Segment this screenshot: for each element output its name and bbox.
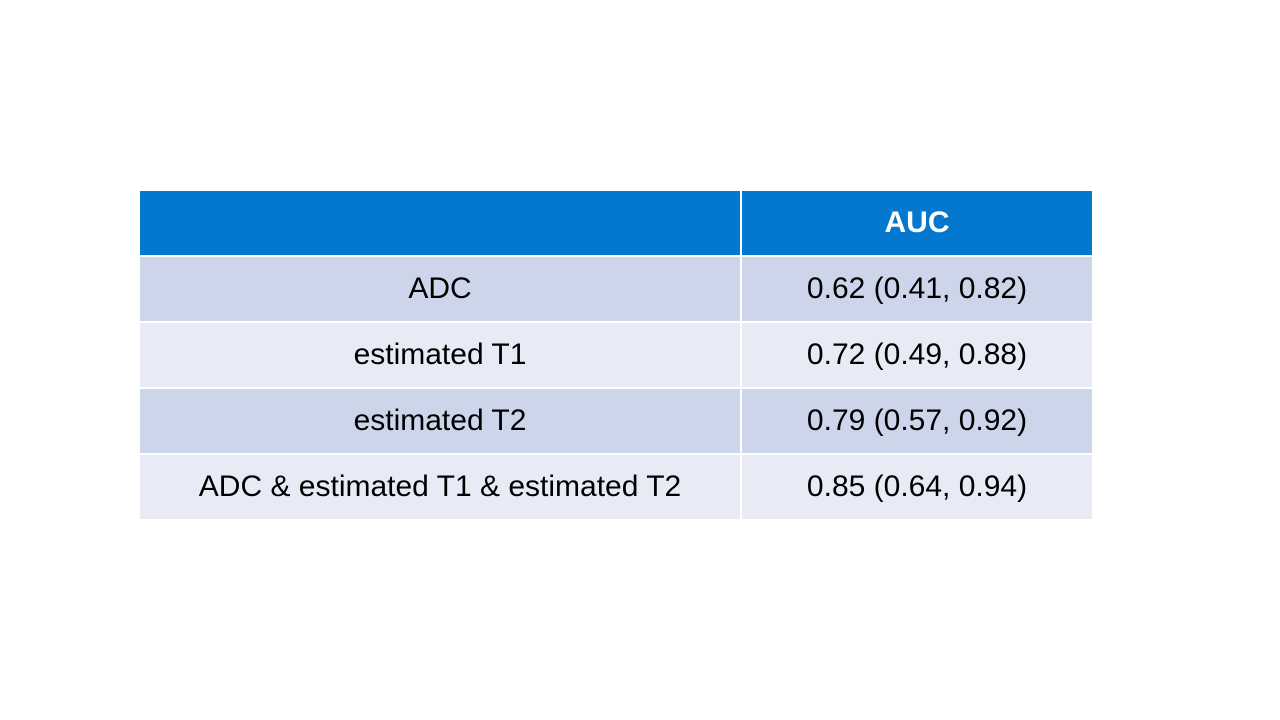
- model-cell: ADC & estimated T1 & estimated T2: [138, 453, 742, 521]
- table-row: estimated T2 0.79 (0.57, 0.92): [138, 387, 1094, 455]
- model-cell: estimated T2: [138, 387, 742, 455]
- model-cell: ADC: [138, 255, 742, 323]
- table-body: ADC 0.62 (0.41, 0.82) estimated T1 0.72 (0.…: [138, 255, 1094, 521]
- table-row: ADC 0.62 (0.41, 0.82): [138, 255, 1094, 323]
- auc-cell: 0.62 (0.41, 0.82): [740, 255, 1094, 323]
- auc-cell: 0.85 (0.64, 0.94): [740, 453, 1094, 521]
- header-row: AUC: [138, 189, 1094, 257]
- auc-table: AUC ADC 0.62 (0.41, 0.82) estimated T1 0.72…: [138, 189, 1094, 521]
- header-cell: AUC: [740, 189, 1094, 257]
- table-row: estimated T1 0.72 (0.49, 0.88): [138, 321, 1094, 389]
- table-row: ADC & estimated T1 & estimated T2 0.85 (0…: [138, 453, 1094, 521]
- header-cell-empty: [138, 189, 742, 257]
- auc-cell: 0.79 (0.57, 0.92): [740, 387, 1094, 455]
- auc-cell: 0.72 (0.49, 0.88): [740, 321, 1094, 389]
- model-cell: estimated T1: [138, 321, 742, 389]
